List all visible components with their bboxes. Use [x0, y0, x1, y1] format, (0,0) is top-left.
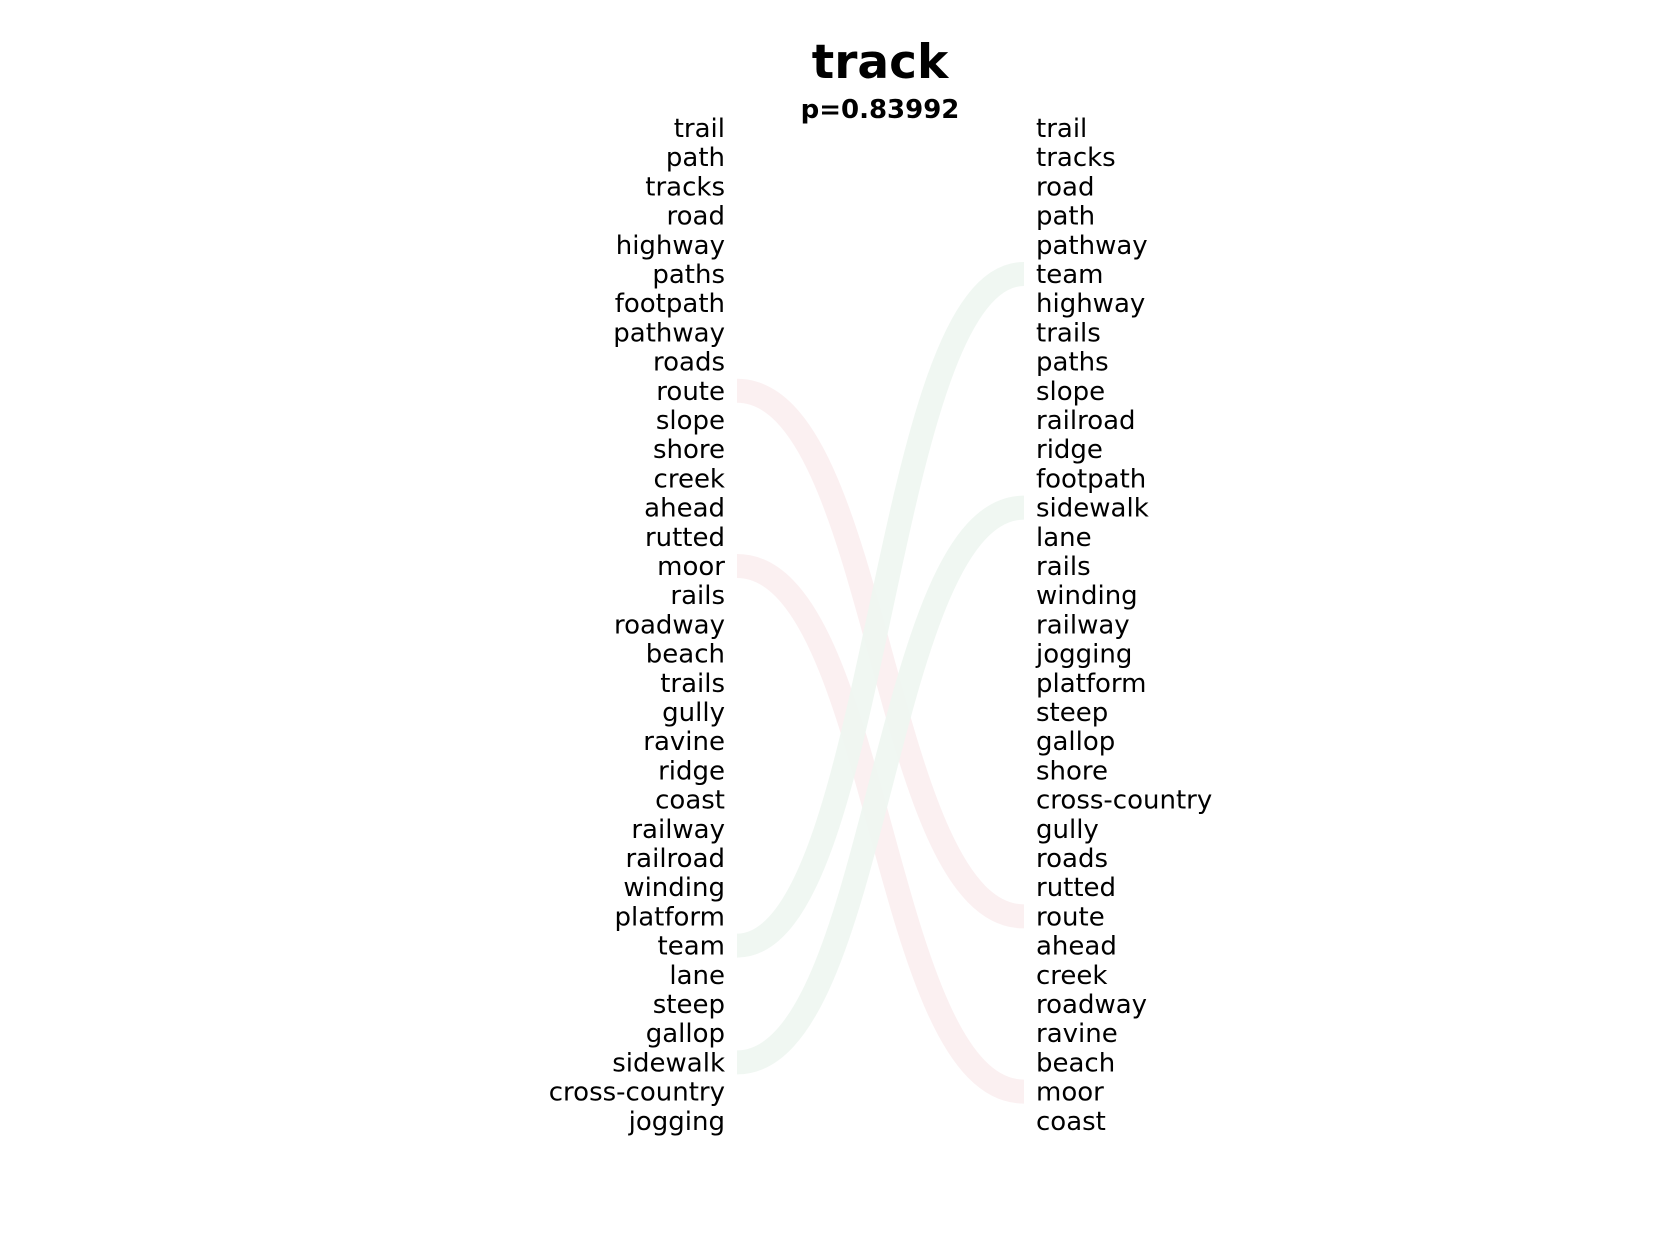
left-word-label: slope [656, 406, 725, 436]
right-word-list: trailtracksroadpathpathwayteamhighwaytra… [1035, 114, 1212, 1137]
left-word-label: lane [669, 961, 725, 991]
right-word-label: lane [1036, 523, 1092, 553]
left-word-label: roadway [614, 610, 725, 640]
left-word-label: ridge [658, 756, 725, 786]
left-word-label: moor [657, 552, 725, 582]
left-word-label: road [667, 202, 725, 232]
right-word-label: highway [1036, 289, 1145, 319]
right-word-label: rutted [1036, 873, 1116, 903]
chart-title: track [812, 35, 950, 90]
left-word-label: winding [623, 873, 725, 903]
left-word-label: cross-country [549, 1078, 725, 1108]
link-sidewalk [735, 495, 1026, 1075]
left-word-label: platform [615, 902, 725, 932]
left-word-label: beach [646, 640, 725, 670]
left-word-label: railway [631, 815, 725, 845]
right-word-label: gallop [1036, 727, 1115, 757]
right-word-label: jogging [1035, 640, 1132, 670]
right-word-label: trails [1036, 318, 1101, 348]
right-word-label: ahead [1036, 932, 1117, 962]
left-word-label: paths [652, 260, 725, 290]
left-word-label: route [656, 377, 725, 407]
right-word-label: winding [1036, 581, 1138, 611]
left-word-label: creek [654, 464, 725, 494]
right-word-label: slope [1036, 377, 1105, 407]
left-word-label: footpath [615, 289, 725, 319]
left-word-label: trail [674, 114, 725, 144]
link-team [735, 262, 1026, 958]
right-word-label: steep [1036, 698, 1108, 728]
right-word-label: shore [1036, 756, 1108, 786]
left-word-label: tracks [645, 172, 725, 202]
right-word-label: roads [1036, 844, 1108, 874]
left-word-label: roads [653, 348, 725, 378]
right-word-label: cross-country [1036, 786, 1212, 816]
right-word-label: coast [1036, 1107, 1106, 1137]
right-word-label: pathway [1036, 231, 1148, 261]
left-word-label: sidewalk [612, 1048, 725, 1078]
left-word-label: rutted [645, 523, 725, 553]
right-word-label: footpath [1036, 464, 1146, 494]
left-word-label: steep [653, 990, 725, 1020]
right-word-label: roadway [1036, 990, 1147, 1020]
right-word-label: sidewalk [1036, 494, 1149, 524]
right-word-label: railway [1036, 610, 1130, 640]
rank-links [735, 262, 1026, 1104]
right-word-label: rails [1036, 552, 1091, 582]
left-word-label: railroad [625, 844, 725, 874]
left-word-label: path [666, 143, 725, 173]
left-word-label: jogging [628, 1107, 725, 1137]
left-word-label: ahead [644, 494, 725, 524]
left-word-label: ravine [643, 727, 725, 757]
left-word-label: gallop [646, 1019, 725, 1049]
right-word-label: beach [1036, 1048, 1115, 1078]
right-word-label: moor [1036, 1078, 1104, 1108]
right-word-label: tracks [1036, 143, 1116, 173]
right-word-label: route [1036, 902, 1105, 932]
left-word-label: coast [655, 786, 725, 816]
right-word-label: railroad [1036, 406, 1136, 436]
right-word-label: path [1036, 202, 1095, 232]
right-word-label: road [1036, 172, 1094, 202]
right-word-label: platform [1036, 669, 1146, 699]
left-word-label: highway [616, 231, 725, 261]
right-word-label: ravine [1036, 1019, 1118, 1049]
right-word-label: trail [1036, 114, 1087, 144]
left-word-label: gully [662, 698, 725, 728]
left-word-label: shore [653, 435, 725, 465]
right-word-label: ridge [1036, 435, 1103, 465]
right-word-label: paths [1036, 348, 1109, 378]
right-word-label: creek [1036, 961, 1107, 991]
left-word-label: trails [660, 669, 725, 699]
left-word-label: team [658, 932, 725, 962]
right-word-label: gully [1036, 815, 1099, 845]
right-word-label: team [1036, 260, 1103, 290]
left-word-list: trailpathtracksroadhighwaypathsfootpathp… [549, 114, 726, 1137]
chart-subtitle: p=0.83992 [801, 95, 960, 125]
left-word-label: rails [670, 581, 725, 611]
left-word-label: pathway [613, 318, 725, 348]
